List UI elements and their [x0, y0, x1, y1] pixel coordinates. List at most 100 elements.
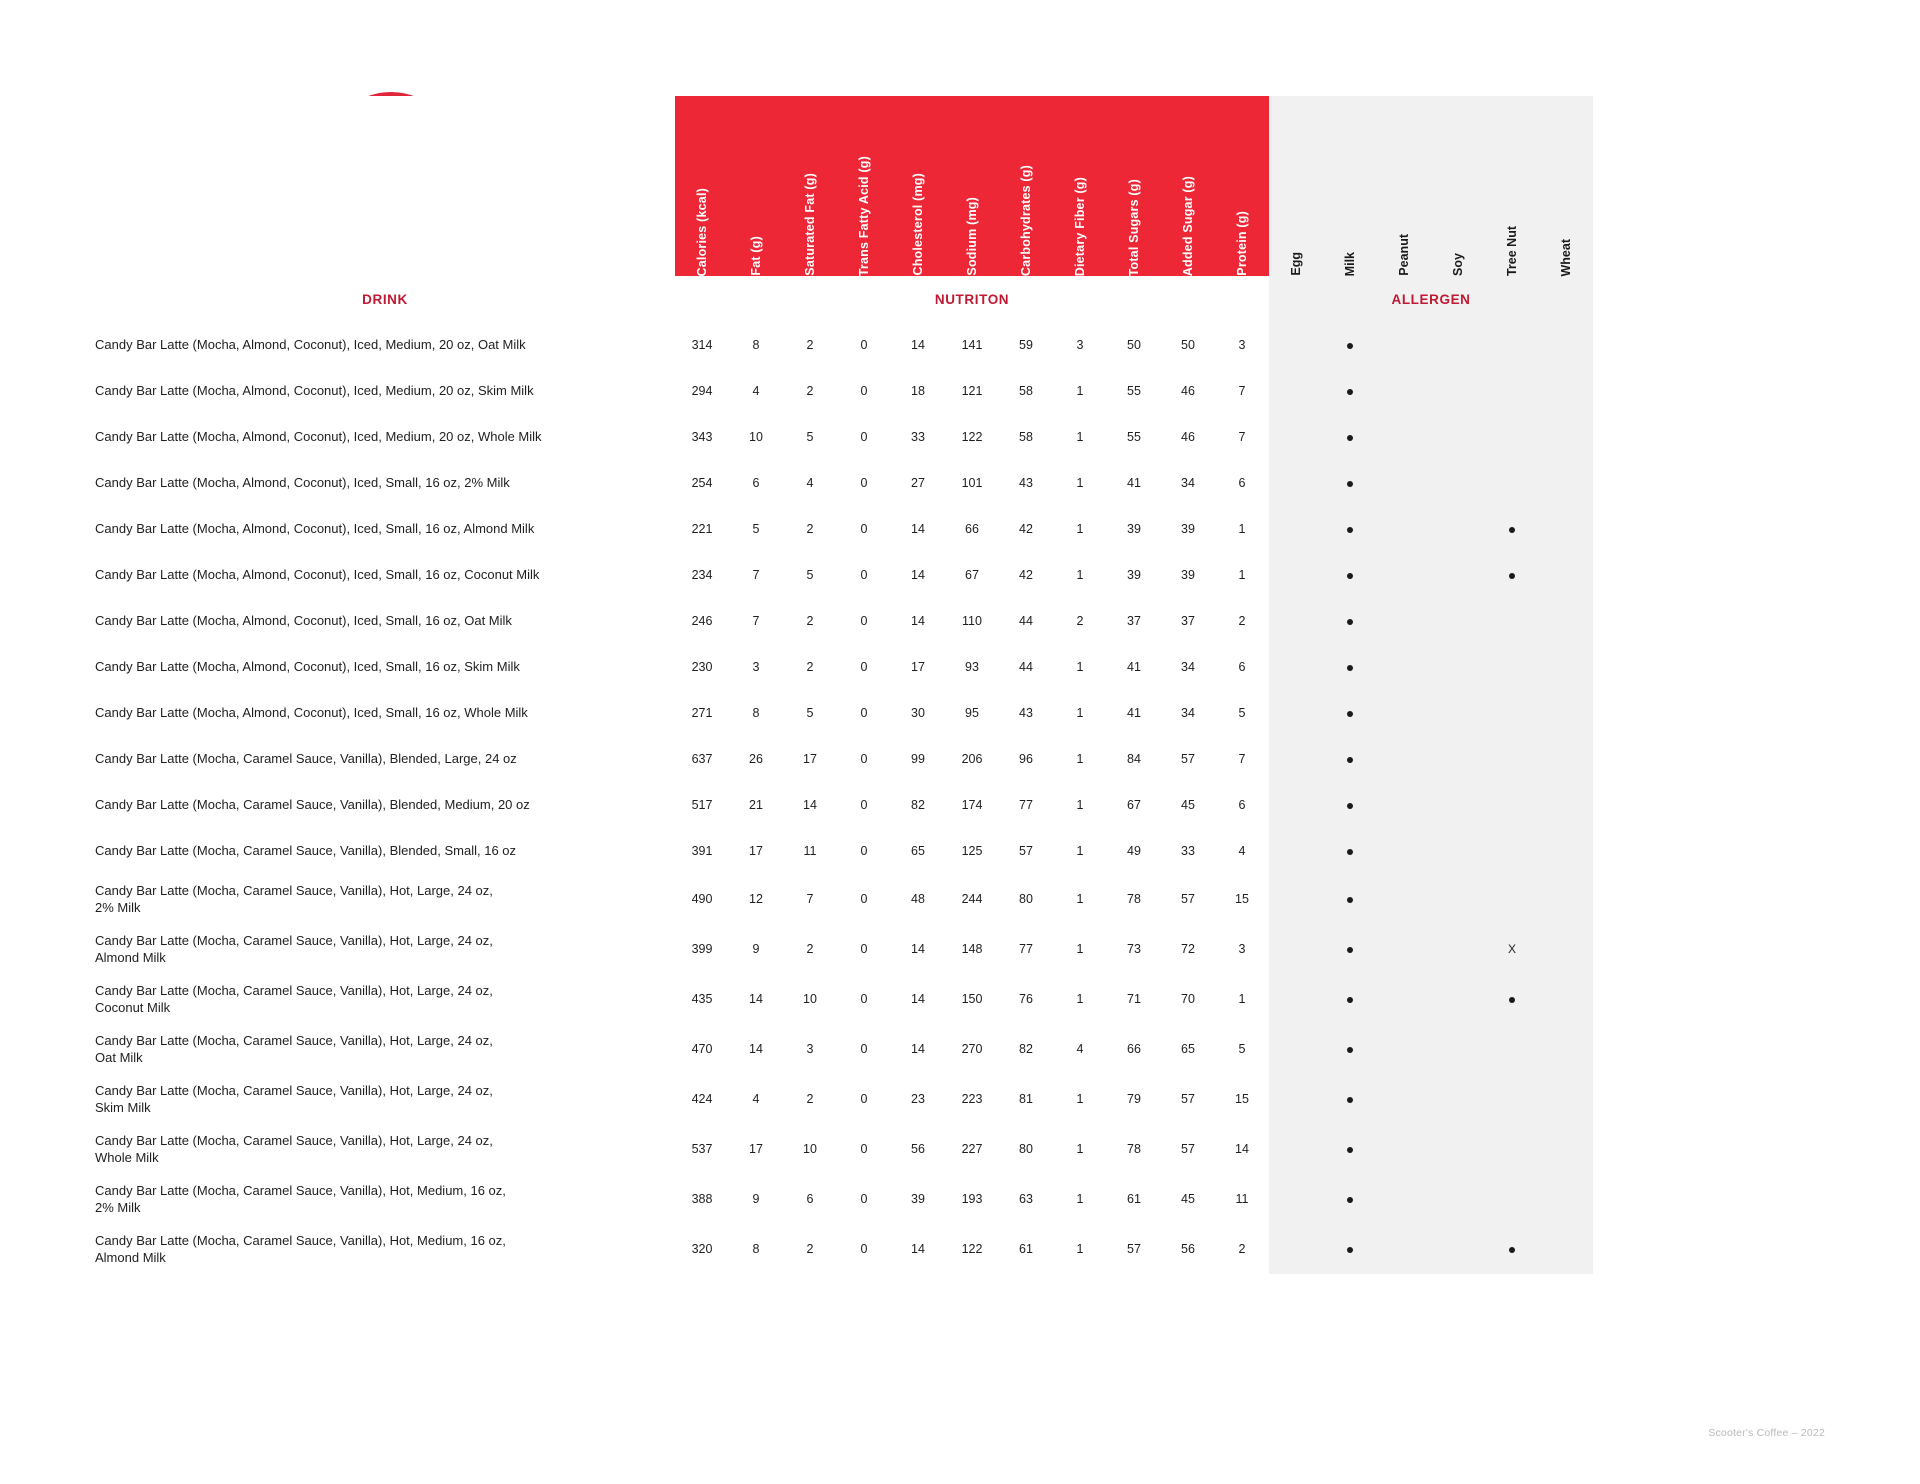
nutrition-value-cell: 76	[999, 974, 1053, 1024]
allergen-cell	[1323, 1074, 1377, 1124]
allergen-cell	[1485, 1224, 1539, 1274]
nutrition-value-cell: 6	[783, 1174, 837, 1224]
allergen-cell	[1485, 874, 1539, 924]
allergen-cell	[1323, 598, 1377, 644]
drink-name-cell: Candy Bar Latte (Mocha, Caramel Sauce, V…	[95, 782, 675, 828]
nutrition-value-cell: 1	[1053, 368, 1107, 414]
nutrition-value-cell: 0	[837, 690, 891, 736]
nutrition-value-cell: 14	[891, 1224, 945, 1274]
nutrition-value-cell: 17	[729, 1124, 783, 1174]
nutrition-value-cell: 0	[837, 974, 891, 1024]
allergen-cell	[1377, 828, 1431, 874]
nutrition-value-cell: 72	[1161, 924, 1215, 974]
allergen-cell	[1431, 874, 1485, 924]
allergen-dot-icon	[1509, 996, 1515, 1003]
col-header-egg: Egg	[1269, 96, 1323, 276]
allergen-cell	[1431, 368, 1485, 414]
allergen-cell	[1323, 1124, 1377, 1174]
nutrition-value-cell: 0	[837, 874, 891, 924]
nutrition-value-cell: 37	[1161, 598, 1215, 644]
nutrition-value-cell: 43	[999, 460, 1053, 506]
allergen-cell	[1539, 1024, 1593, 1074]
allergen-cell	[1485, 644, 1539, 690]
allergen-cell	[1269, 782, 1323, 828]
nutrition-value-cell: 14	[729, 1024, 783, 1074]
nutrition-value-cell: 67	[945, 552, 999, 598]
nutrition-value-cell: 42	[999, 506, 1053, 552]
allergen-cell	[1539, 924, 1593, 974]
table-row: Candy Bar Latte (Mocha, Caramel Sauce, V…	[95, 874, 1593, 924]
nutrition-value-cell: 67	[1107, 782, 1161, 828]
allergen-cell	[1269, 736, 1323, 782]
nutrition-value-cell: 99	[891, 736, 945, 782]
nutrition-value-cell: 39	[1107, 506, 1161, 552]
nutrition-value-cell: 6	[1215, 460, 1269, 506]
drink-name-cell: Candy Bar Latte (Mocha, Almond, Coconut)…	[95, 322, 675, 368]
allergen-cell	[1431, 974, 1485, 1024]
allergen-cell	[1431, 460, 1485, 506]
nutrition-value-cell: 41	[1107, 460, 1161, 506]
allergen-cell	[1485, 690, 1539, 736]
nutrition-value-cell: 17	[783, 736, 837, 782]
nutrition-value-cell: 34	[1161, 460, 1215, 506]
allergen-cell	[1377, 974, 1431, 1024]
nutrition-value-cell: 57	[1107, 1224, 1161, 1274]
nutrition-value-cell: 82	[999, 1024, 1053, 1074]
nutrition-value-cell: 26	[729, 736, 783, 782]
col-header-soy: Soy	[1431, 96, 1485, 276]
col-header-cholesterol: Cholesterol (mg)	[891, 96, 945, 276]
nutrition-value-cell: 193	[945, 1174, 999, 1224]
nutrition-value-cell: 57	[1161, 736, 1215, 782]
allergen-cell	[1377, 1024, 1431, 1074]
nutrition-value-cell: 45	[1161, 782, 1215, 828]
allergen-cell	[1485, 414, 1539, 460]
table-row: Candy Bar Latte (Mocha, Caramel Sauce, V…	[95, 1074, 1593, 1124]
nutrition-value-cell: 141	[945, 322, 999, 368]
nutrition-value-cell: 234	[675, 552, 729, 598]
drink-name-cell: Candy Bar Latte (Mocha, Almond, Coconut)…	[95, 414, 675, 460]
header-corner-blank	[95, 96, 675, 276]
nutrition-value-cell: 14	[783, 782, 837, 828]
drink-name-cell: Candy Bar Latte (Mocha, Almond, Coconut)…	[95, 690, 675, 736]
allergen-cell	[1269, 506, 1323, 552]
table-row: Candy Bar Latte (Mocha, Caramel Sauce, V…	[95, 1174, 1593, 1224]
allergen-cell	[1377, 552, 1431, 598]
nutrition-value-cell: 61	[1107, 1174, 1161, 1224]
nutrition-value-cell: 50	[1161, 322, 1215, 368]
nutrition-value-cell: 206	[945, 736, 999, 782]
nutrition-value-cell: 1	[1053, 690, 1107, 736]
allergen-cell	[1377, 1174, 1431, 1224]
allergen-cell	[1377, 322, 1431, 368]
allergen-cell	[1485, 598, 1539, 644]
nutrition-value-cell: 0	[837, 644, 891, 690]
drink-name-cell: Candy Bar Latte (Mocha, Almond, Coconut)…	[95, 368, 675, 414]
allergen-cell	[1323, 874, 1377, 924]
drink-name-cell: Candy Bar Latte (Mocha, Caramel Sauce, V…	[95, 1074, 675, 1124]
nutrition-value-cell: 57	[1161, 1124, 1215, 1174]
nutrition-value-cell: 221	[675, 506, 729, 552]
allergen-cell	[1485, 506, 1539, 552]
nutrition-value-cell: 4	[783, 460, 837, 506]
nutrition-value-cell: 11	[1215, 1174, 1269, 1224]
drink-name-cell: Candy Bar Latte (Mocha, Almond, Coconut)…	[95, 460, 675, 506]
col-header-milk: Milk	[1323, 96, 1377, 276]
nutrition-allergen-table: Calories (kcal) Fat (g) Saturated Fat (g…	[95, 96, 1593, 1274]
table-row: Candy Bar Latte (Mocha, Caramel Sauce, V…	[95, 828, 1593, 874]
nutrition-value-cell: 5	[783, 552, 837, 598]
nutrition-value-cell: 44	[999, 644, 1053, 690]
nutrition-value-cell: 27	[891, 460, 945, 506]
allergen-dot-icon	[1347, 848, 1353, 855]
allergen-dot-icon	[1347, 996, 1353, 1003]
allergen-cell	[1377, 414, 1431, 460]
nutrition-value-cell: 125	[945, 828, 999, 874]
nutrition-value-cell: 56	[1161, 1224, 1215, 1274]
nutrition-value-cell: 14	[891, 598, 945, 644]
nutrition-value-cell: 44	[999, 598, 1053, 644]
nutrition-value-cell: 17	[729, 828, 783, 874]
nutrition-value-cell: 8	[729, 1224, 783, 1274]
allergen-cell	[1377, 1074, 1431, 1124]
nutrition-value-cell: 3	[1215, 322, 1269, 368]
allergen-dot-icon	[1347, 802, 1353, 809]
allergen-cell	[1323, 924, 1377, 974]
allergen-cell	[1377, 598, 1431, 644]
